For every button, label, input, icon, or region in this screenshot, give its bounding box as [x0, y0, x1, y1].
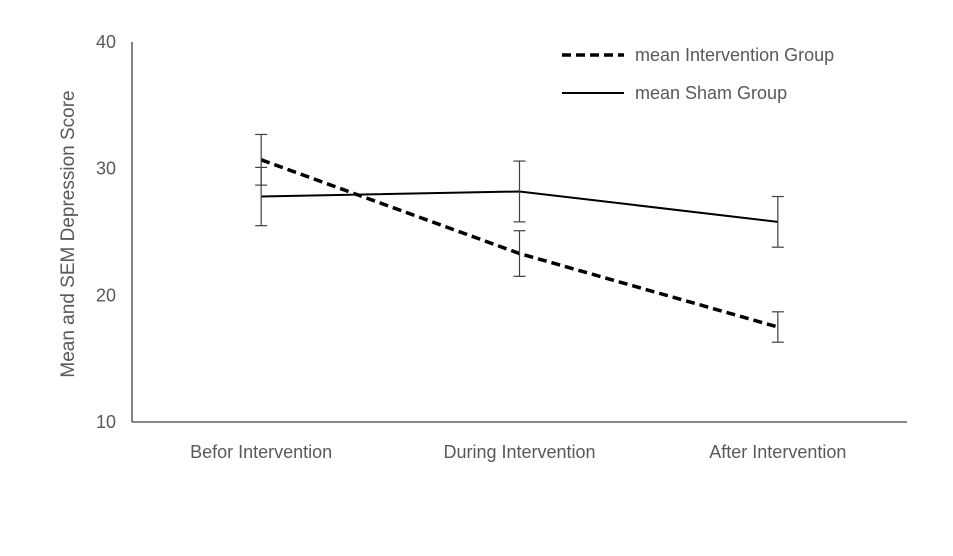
y-axis-label: Mean and SEM Depression Score [58, 90, 79, 377]
y-tick-label: 30 [96, 159, 116, 179]
series [255, 134, 784, 342]
legend-item: mean Sham Group [562, 83, 787, 103]
legend-item: mean Intervention Group [562, 45, 834, 65]
x-category-labels: Befor Intervention During Intervention Aft… [190, 442, 846, 462]
legend: mean Intervention Group mean Sham Group [562, 45, 834, 103]
legend-label: mean Sham Group [635, 83, 787, 103]
y-tick-label: 20 [96, 285, 116, 305]
y-tick-labels: 10 20 30 40 [96, 32, 116, 432]
y-tick-label: 10 [96, 412, 116, 432]
x-category-label: Befor Intervention [190, 442, 332, 462]
legend-label: mean Intervention Group [635, 45, 834, 65]
y-tick-label: 40 [96, 32, 116, 52]
x-category-label: During Intervention [443, 442, 595, 462]
x-category-label: After Intervention [709, 442, 846, 462]
